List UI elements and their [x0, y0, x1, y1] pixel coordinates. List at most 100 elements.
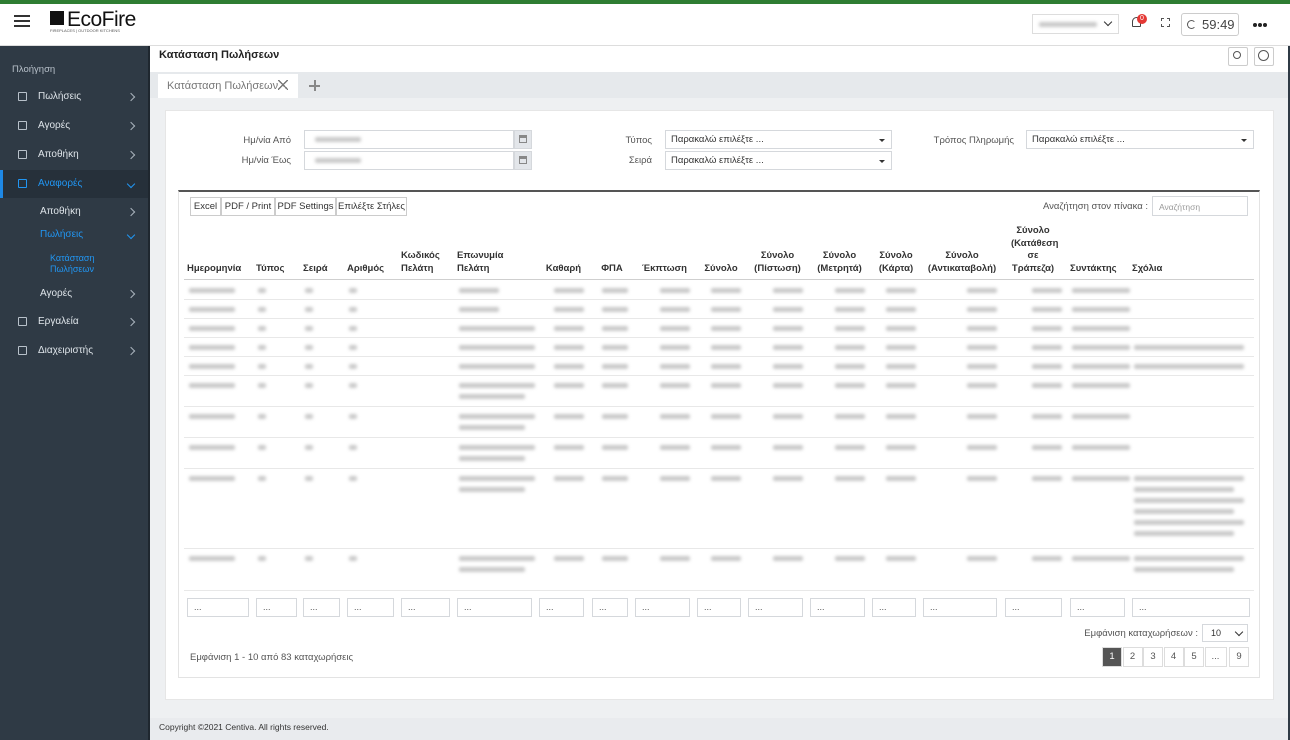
- select[interactable]: Παρακαλώ επιλέξτε ...: [665, 151, 892, 170]
- column-filter[interactable]: ...: [347, 598, 394, 617]
- column-header[interactable]: Έκπτωση: [642, 262, 687, 274]
- page-button[interactable]: 4: [1163, 647, 1184, 667]
- menu-button[interactable]: [14, 15, 30, 27]
- column-header[interactable]: Σύνολο (Κατάθεση σε Τράπεζα): [1011, 225, 1059, 274]
- page-button[interactable]: 5: [1184, 647, 1204, 667]
- fullscreen-icon[interactable]: [1161, 18, 1170, 27]
- column-filter[interactable]: ...: [697, 598, 741, 617]
- date-input[interactable]: [304, 130, 514, 149]
- column-filter[interactable]: ...: [592, 598, 628, 617]
- nav-item[interactable]: Κατάσταση Πωλήσεων: [50, 253, 95, 274]
- nav-item[interactable]: Εργαλεία: [38, 316, 79, 327]
- nav-item[interactable]: Αγορές: [38, 120, 71, 131]
- column-header[interactable]: Κωδικός Πελάτη: [401, 250, 440, 274]
- column-header[interactable]: Ημερομηνία: [187, 262, 242, 274]
- new-tab[interactable]: [309, 80, 320, 91]
- redacted: [349, 383, 357, 388]
- column-filter[interactable]: ...: [1005, 598, 1062, 617]
- page-button[interactable]: 9: [1229, 647, 1249, 667]
- page-button[interactable]: ...: [1204, 647, 1227, 667]
- page-button[interactable]: 3: [1143, 647, 1163, 667]
- toolbar-button[interactable]: PDF Settings: [275, 197, 336, 216]
- column-header[interactable]: Συντάκτης: [1070, 262, 1117, 274]
- redacted: [602, 288, 628, 293]
- column-header[interactable]: Σχόλια: [1132, 262, 1163, 274]
- page-button[interactable]: 1: [1102, 647, 1122, 667]
- column-filter[interactable]: ...: [256, 598, 297, 617]
- calendar-button[interactable]: [514, 151, 532, 170]
- nav-item[interactable]: Πωλήσεις: [40, 229, 84, 240]
- column-header[interactable]: ΦΠΑ: [601, 262, 623, 274]
- redacted: [602, 326, 628, 331]
- redacted: [886, 414, 916, 419]
- select[interactable]: Παρακαλώ επιλέξτε ...: [665, 130, 892, 149]
- column-filter[interactable]: ...: [539, 598, 584, 617]
- caret: [879, 139, 885, 145]
- redacted: [1134, 364, 1244, 369]
- cancel-button[interactable]: [1254, 47, 1274, 66]
- search-input[interactable]: Αναζήτηση: [1152, 196, 1248, 216]
- column-header[interactable]: Σύνολο: [704, 262, 738, 274]
- toolbar-button[interactable]: PDF / Print: [221, 197, 275, 216]
- table-row[interactable]: [184, 438, 1254, 469]
- table-row[interactable]: [184, 549, 1254, 591]
- column-filter[interactable]: ...: [1132, 598, 1250, 617]
- table-row[interactable]: [184, 319, 1254, 338]
- table-row[interactable]: [184, 469, 1254, 549]
- column-filter[interactable]: ...: [872, 598, 916, 617]
- nav-item[interactable]: Διαχειριστής: [38, 345, 94, 356]
- column-header[interactable]: Αριθμός: [347, 262, 385, 274]
- filter-label: Ημ/νία Από: [243, 135, 291, 146]
- column-header[interactable]: Καθαρή: [545, 262, 582, 274]
- nav-item[interactable]: Πωλήσεις: [38, 91, 82, 102]
- tab[interactable]: Κατάσταση Πωλήσεων: [158, 74, 298, 98]
- nav-item[interactable]: Αγορές: [40, 288, 73, 299]
- table-row[interactable]: [184, 357, 1254, 376]
- search-button[interactable]: [1228, 47, 1248, 66]
- table-row[interactable]: [184, 407, 1254, 438]
- column-filter[interactable]: ...: [303, 598, 340, 617]
- column-filter[interactable]: ...: [748, 598, 803, 617]
- column-filter[interactable]: ...: [457, 598, 532, 617]
- nav-icon: [18, 346, 27, 355]
- toolbar-button[interactable]: Excel: [190, 197, 221, 216]
- redacted: [1032, 326, 1062, 331]
- column-header[interactable]: Σειρά: [303, 262, 328, 274]
- calendar-button[interactable]: [514, 130, 532, 149]
- user-select[interactable]: [1032, 14, 1119, 34]
- column-header[interactable]: Σύνολο (Κάρτα): [878, 250, 914, 274]
- redacted: [886, 326, 916, 331]
- column-filter[interactable]: ...: [635, 598, 690, 617]
- toolbar-button[interactable]: Επιλέξτε Στήλες: [336, 197, 407, 216]
- table-row[interactable]: [184, 338, 1254, 357]
- column-header[interactable]: Τύπος: [256, 262, 285, 274]
- nav-item[interactable]: Αποθήκη: [40, 206, 81, 217]
- table-row[interactable]: [184, 376, 1254, 407]
- select[interactable]: Παρακαλώ επιλέξτε ...: [1026, 130, 1254, 149]
- column-filter[interactable]: ...: [923, 598, 997, 617]
- column-filter[interactable]: ...: [810, 598, 865, 617]
- active-item-bar: [0, 170, 3, 198]
- nav-item[interactable]: Αποθήκη: [38, 149, 79, 160]
- date-input[interactable]: [304, 151, 514, 170]
- column-header[interactable]: Σύνολο (Πίστωση): [754, 250, 801, 274]
- redacted: [258, 556, 266, 561]
- column-header[interactable]: Σύνολο (Μετρητά): [817, 250, 862, 274]
- more-button[interactable]: [1246, 13, 1274, 37]
- table-row[interactable]: [184, 281, 1254, 300]
- tab-close[interactable]: [278, 80, 288, 90]
- redacted: [1032, 307, 1062, 312]
- nav-item[interactable]: Αναφορές: [38, 178, 83, 189]
- menu-bar: [14, 20, 30, 22]
- session-timer-box[interactable]: 59:49: [1181, 13, 1239, 36]
- column-filter[interactable]: ...: [187, 598, 249, 617]
- column-filter[interactable]: ...: [401, 598, 450, 617]
- footer: [150, 718, 1290, 740]
- column-filter[interactable]: ...: [1070, 598, 1125, 617]
- column-header[interactable]: Επωνυμία Πελάτη: [457, 250, 504, 274]
- page-length-select[interactable]: 10: [1202, 624, 1248, 642]
- redacted: [711, 364, 741, 369]
- page-button[interactable]: 2: [1122, 647, 1143, 667]
- table-row[interactable]: [184, 300, 1254, 319]
- column-header[interactable]: Σύνολο (Αντικαταβολή): [927, 250, 997, 274]
